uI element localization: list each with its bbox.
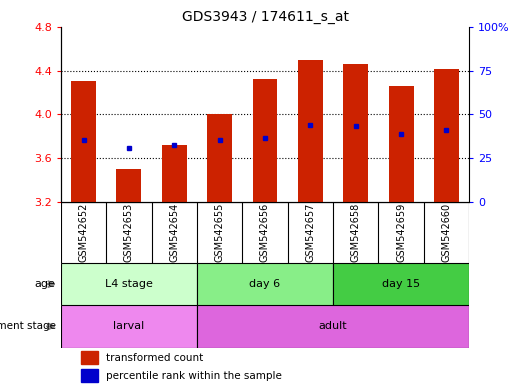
Bar xyxy=(61,263,197,305)
Bar xyxy=(343,64,368,202)
Bar xyxy=(333,263,469,305)
Bar xyxy=(82,351,98,364)
Title: GDS3943 / 174611_s_at: GDS3943 / 174611_s_at xyxy=(181,10,349,25)
Text: day 6: day 6 xyxy=(250,279,280,289)
Text: age: age xyxy=(35,279,56,289)
Bar xyxy=(82,369,98,382)
Bar xyxy=(71,81,96,202)
Text: GSM542655: GSM542655 xyxy=(215,203,225,262)
Text: GSM542653: GSM542653 xyxy=(124,203,134,262)
Text: L4 stage: L4 stage xyxy=(105,279,153,289)
Text: GSM542652: GSM542652 xyxy=(78,203,89,262)
Bar xyxy=(61,305,197,348)
Bar xyxy=(298,60,323,202)
Text: GSM542658: GSM542658 xyxy=(351,203,361,262)
Text: day 15: day 15 xyxy=(382,279,420,289)
Text: GSM542659: GSM542659 xyxy=(396,203,406,262)
Text: adult: adult xyxy=(319,321,347,331)
Bar xyxy=(434,70,459,202)
Bar xyxy=(117,169,142,202)
Bar xyxy=(388,86,413,202)
Bar xyxy=(162,145,187,202)
Text: GSM542654: GSM542654 xyxy=(169,203,179,262)
Text: development stage: development stage xyxy=(0,321,56,331)
Text: transformed count: transformed count xyxy=(106,353,203,363)
Bar xyxy=(207,114,232,202)
Text: percentile rank within the sample: percentile rank within the sample xyxy=(106,371,282,381)
Text: GSM542657: GSM542657 xyxy=(305,203,315,262)
Text: GSM542656: GSM542656 xyxy=(260,203,270,262)
Text: larval: larval xyxy=(113,321,145,331)
Bar xyxy=(197,263,333,305)
Text: GSM542660: GSM542660 xyxy=(441,203,452,262)
Bar xyxy=(252,79,278,202)
Bar xyxy=(197,305,469,348)
